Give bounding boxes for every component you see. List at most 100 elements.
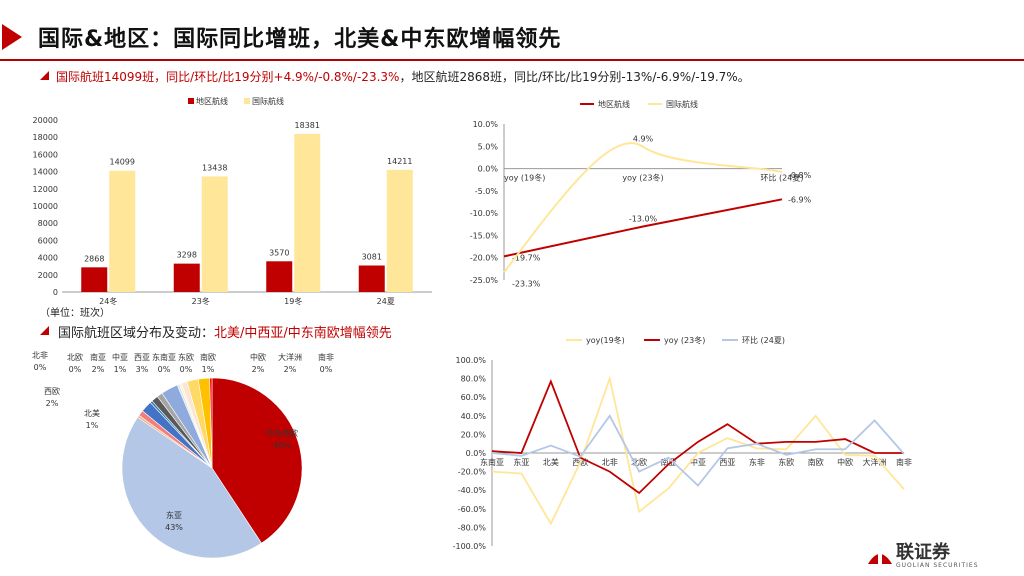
y-tick-label: 40.0% bbox=[461, 412, 487, 421]
x-tick-label: 东非 bbox=[749, 457, 765, 467]
slice-percent: 2% bbox=[284, 365, 297, 374]
unit-note: （单位：班次） bbox=[40, 308, 110, 319]
slice-label: 南非 bbox=[318, 352, 334, 362]
x-tick-label: 南欧 bbox=[808, 457, 824, 467]
data-label: 2868 bbox=[84, 254, 104, 263]
slice-label: 西欧 bbox=[44, 386, 60, 396]
slice-percent: 0% bbox=[158, 365, 171, 374]
series-line bbox=[491, 375, 905, 526]
x-tick-label: yoy (23冬) bbox=[622, 173, 663, 183]
slice-percent: 0% bbox=[320, 365, 333, 374]
company-logo: 联证券 GUOLIAN SECURITIES bbox=[866, 538, 1016, 574]
x-tick-label: 南非 bbox=[896, 457, 912, 467]
pie-chart-regions: 中东南欧 40% 东亚 43% 北非 0% 北美 1% 西欧 2% 北欧 0% 南亚 2% 中亚 1% 西亚 3%… bbox=[32, 350, 334, 558]
x-tick-label: 北美 bbox=[543, 457, 559, 467]
series-line bbox=[491, 378, 904, 495]
bullet-triangle-icon bbox=[40, 71, 49, 80]
pie-slice bbox=[121, 416, 262, 558]
data-label: 14211 bbox=[387, 157, 412, 166]
y-tick-label: -100.0% bbox=[453, 542, 487, 551]
y-tick-label: -60.0% bbox=[458, 505, 487, 514]
x-tick-label: 西亚 bbox=[719, 458, 735, 467]
bar bbox=[358, 265, 385, 292]
x-tick-label: 东欧 bbox=[778, 457, 794, 467]
y-tick-label: 80.0% bbox=[461, 375, 487, 384]
legend-label: 环比 (24夏) bbox=[742, 335, 785, 345]
legend-label: 地区航线 bbox=[196, 96, 228, 106]
x-tick-label: 23冬 bbox=[192, 296, 210, 306]
slice-percent: 40% bbox=[273, 441, 291, 450]
y-tick-label: 16000 bbox=[33, 150, 58, 159]
slice-label: 南亚 bbox=[90, 352, 106, 362]
x-tick-label: 19冬 bbox=[284, 296, 302, 306]
legend-label: 国际航线 bbox=[666, 99, 698, 109]
title-marker-icon bbox=[2, 24, 22, 50]
y-tick-label: 6000 bbox=[38, 236, 58, 245]
slice-label: 中欧 bbox=[250, 352, 266, 362]
line-chart-regions: yoy(19冬) yoy (23冬) 环比 (24夏) 100.0% 80.0% 60.0… bbox=[453, 335, 912, 551]
logo-text: 联证券 bbox=[896, 542, 950, 563]
data-label: -6.9% bbox=[788, 195, 812, 204]
y-tick-label: 0.0% bbox=[478, 165, 499, 174]
slice-label: 西亚 bbox=[134, 353, 150, 362]
y-tick-label: 4000 bbox=[38, 254, 58, 263]
slice-percent: 1% bbox=[202, 365, 215, 374]
y-tick-label: 14000 bbox=[33, 168, 58, 177]
bar bbox=[386, 169, 413, 292]
data-label: -19.7% bbox=[512, 253, 541, 262]
y-tick-label: 0 bbox=[53, 288, 58, 297]
legend-swatch bbox=[244, 98, 250, 104]
x-tick-label: 中亚 bbox=[690, 457, 706, 467]
bullet-triangle-icon bbox=[40, 326, 49, 335]
bar bbox=[109, 170, 136, 292]
y-tick-label: -10.0% bbox=[470, 209, 499, 218]
line-chart-yoy: 地区航线 国际航线 10.0% 5.0% 0.0% -5.0% -10.0% -15.0% -2… bbox=[470, 99, 812, 288]
page-title: 国际&地区：国际同比增班，北美&中东欧增幅领先 bbox=[38, 27, 562, 52]
slice-percent: 2% bbox=[46, 399, 59, 408]
slice-label: 东欧 bbox=[178, 352, 194, 362]
x-tick-label: 环比 (24夏) bbox=[761, 173, 804, 183]
data-label: -13.0% bbox=[629, 215, 658, 224]
y-tick-label: 20000 bbox=[33, 116, 58, 125]
slice-percent: 0% bbox=[34, 363, 47, 372]
bar bbox=[81, 267, 108, 292]
x-tick-label: 东南亚 bbox=[480, 457, 504, 467]
bar-chart-flights: 地区航线 国际航线 0 2000 4000 6000 8000 10000 12000 14000… bbox=[33, 96, 432, 306]
x-tick-label: 东亚 bbox=[513, 457, 529, 467]
legend-label: yoy (23冬) bbox=[664, 335, 705, 345]
series-line bbox=[503, 198, 783, 258]
section-heading: 国际航班区域分布及变动：北美/中西亚/中东南欧增幅领先 bbox=[58, 322, 392, 341]
y-tick-label: -40.0% bbox=[458, 486, 487, 495]
y-tick-label: 5.0% bbox=[478, 142, 499, 151]
x-tick-label: 24夏 bbox=[377, 297, 395, 306]
slice-label: 东亚 bbox=[166, 510, 182, 520]
y-tick-label: 60.0% bbox=[461, 393, 487, 402]
x-tick-label: 中欧 bbox=[837, 457, 853, 467]
summary-regional: ，地区航班2868班，同比/环比/比19分别-13%/-6.9%/-19.7%。 bbox=[399, 70, 750, 84]
data-label: -0.8% bbox=[788, 171, 812, 180]
slice-label: 北美 bbox=[84, 408, 100, 418]
section-heading-highlight: 北美/中西亚/中东南欧增幅领先 bbox=[214, 326, 392, 341]
x-tick-label: 南亚 bbox=[661, 457, 677, 467]
x-tick-label: 24冬 bbox=[99, 296, 117, 306]
y-tick-label: 18000 bbox=[33, 133, 58, 142]
slide-header: 国际&地区：国际同比增班，北美&中东欧增幅领先 bbox=[0, 0, 1024, 62]
slice-percent: 3% bbox=[136, 365, 149, 374]
section-heading-prefix: 国际航班区域分布及变动： bbox=[58, 326, 215, 341]
slice-label: 北欧 bbox=[67, 352, 83, 362]
legend-label: 地区航线 bbox=[598, 99, 630, 109]
y-tick-label: -15.0% bbox=[470, 231, 499, 240]
slice-label: 中亚 bbox=[112, 352, 128, 362]
y-tick-label: -5.0% bbox=[475, 187, 499, 196]
slice-percent: 2% bbox=[92, 365, 105, 374]
legend-swatch bbox=[188, 98, 194, 104]
slice-percent: 1% bbox=[114, 365, 127, 374]
slice-percent: 43% bbox=[165, 523, 183, 532]
data-label: 14099 bbox=[110, 158, 135, 167]
data-label: -23.3% bbox=[512, 279, 541, 288]
bar bbox=[266, 261, 293, 292]
data-label: 18381 bbox=[295, 121, 320, 130]
y-tick-label: 10000 bbox=[33, 202, 58, 211]
slice-label: 中东南欧 bbox=[266, 428, 298, 438]
y-tick-label: 0.0% bbox=[466, 449, 487, 458]
